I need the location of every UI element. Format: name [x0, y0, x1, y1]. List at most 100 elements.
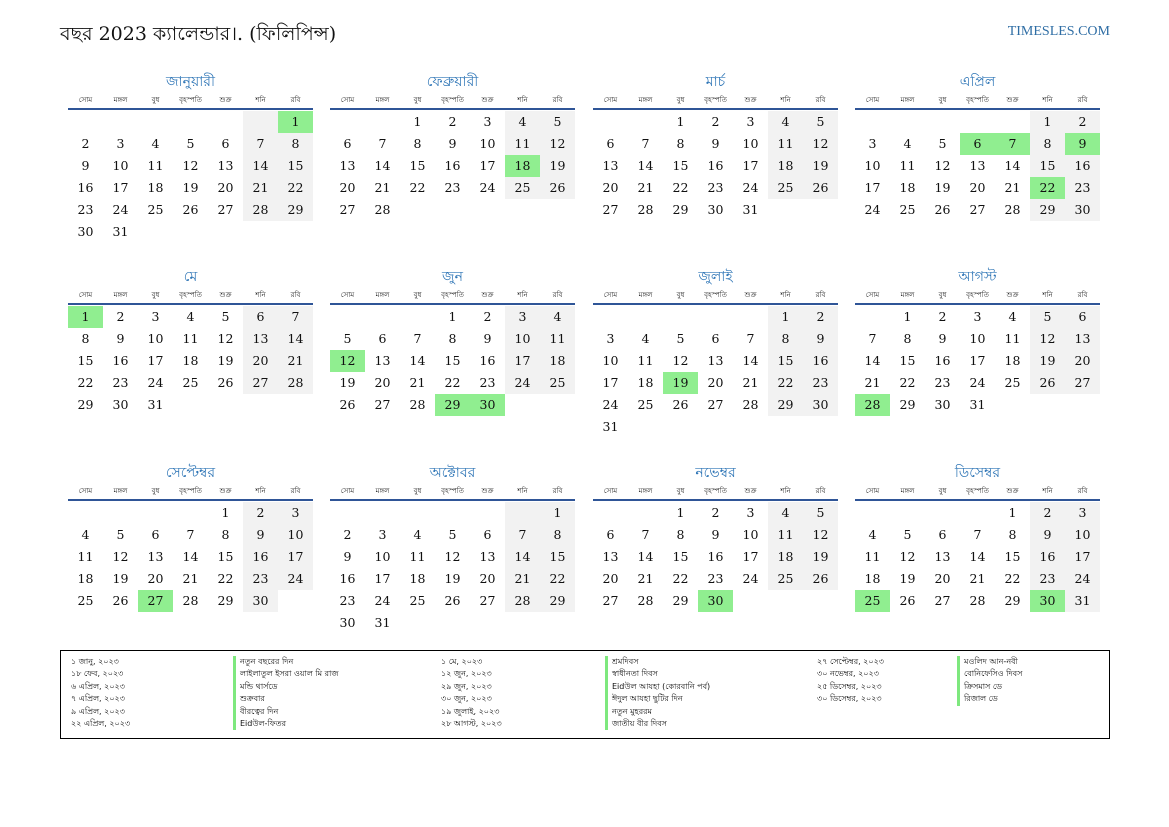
day-cell[interactable]: 26 — [672, 397, 689, 412]
day-cell[interactable]: 19 — [182, 180, 199, 195]
day-cell[interactable]: 3 — [868, 136, 877, 151]
day-cell[interactable]: 29 — [672, 202, 689, 217]
day-cell[interactable]: 2 — [483, 309, 492, 324]
day-cell[interactable]: 9 — [116, 331, 125, 346]
day-cell[interactable]: 23 — [479, 375, 496, 390]
day-cell[interactable]: 7 — [641, 136, 650, 151]
day-cell[interactable]: 24 — [112, 202, 129, 217]
day-cell[interactable]: 14 — [505, 546, 540, 568]
day-cell[interactable]: 28 — [969, 593, 986, 608]
day-cell[interactable]: 21 — [243, 177, 278, 199]
day-cell[interactable]: 14 — [1004, 158, 1021, 173]
day-cell[interactable]: 20 — [374, 375, 391, 390]
day-cell[interactable]: 24 — [374, 593, 391, 608]
day-cell[interactable]: 2 — [711, 114, 720, 129]
day-cell[interactable]: 24 — [742, 180, 759, 195]
day-cell[interactable]: 17 — [1065, 546, 1100, 568]
day-cell[interactable]: 19 — [803, 546, 838, 568]
day-cell[interactable]: 3 — [151, 309, 160, 324]
day-cell[interactable]: 14 — [969, 549, 986, 564]
day-cell[interactable]: 20 — [707, 375, 724, 390]
day-cell[interactable]: 2 — [343, 527, 352, 542]
day-cell[interactable]: 19 — [112, 571, 129, 586]
day-cell[interactable]: 17 — [742, 158, 759, 173]
day-cell[interactable]: 20 — [243, 350, 278, 372]
day-cell[interactable]: 17 — [479, 158, 496, 173]
day-cell[interactable]: 29 — [540, 590, 575, 612]
day-cell[interactable]: 4 — [868, 527, 877, 542]
day-cell[interactable]: 26 — [182, 202, 199, 217]
day-cell[interactable]: 10 — [278, 524, 313, 546]
day-cell[interactable]: 19 — [540, 155, 575, 177]
day-cell[interactable]: 1 — [676, 505, 685, 520]
day-cell[interactable]: 16 — [112, 353, 129, 368]
day-cell[interactable]: 15 — [217, 549, 234, 564]
day-cell[interactable]: 25 — [77, 593, 94, 608]
day-cell[interactable]: 28 — [243, 199, 278, 221]
day-cell[interactable]: 25 — [637, 397, 654, 412]
day-cell[interactable]: 9 — [938, 331, 947, 346]
day-cell[interactable]: 25 — [855, 590, 890, 612]
day-cell[interactable]: 26 — [112, 593, 129, 608]
day-cell[interactable]: 26 — [339, 397, 356, 412]
day-cell[interactable]: 30 — [1065, 199, 1100, 221]
day-cell[interactable]: 24 — [1065, 568, 1100, 590]
day-cell[interactable]: 27 — [602, 593, 619, 608]
day-cell[interactable]: 5 — [903, 527, 912, 542]
day-cell[interactable]: 26 — [540, 177, 575, 199]
day-cell[interactable]: 13 — [1065, 328, 1100, 350]
day-cell[interactable]: 15 — [768, 350, 803, 372]
day-cell[interactable]: 16 — [444, 158, 461, 173]
day-cell[interactable]: 25 — [147, 202, 164, 217]
day-cell[interactable]: 20 — [934, 571, 951, 586]
day-cell[interactable]: 15 — [1030, 155, 1065, 177]
day-cell[interactable]: 28 — [374, 202, 391, 217]
day-cell[interactable]: 12 — [672, 353, 689, 368]
day-cell[interactable]: 11 — [768, 133, 803, 155]
day-cell[interactable]: 5 — [116, 527, 125, 542]
day-cell[interactable]: 29 — [77, 397, 94, 412]
day-cell[interactable]: 27 — [707, 397, 724, 412]
day-cell[interactable]: 30 — [707, 202, 724, 217]
day-cell[interactable]: 23 — [77, 202, 94, 217]
day-cell[interactable]: 3 — [505, 306, 540, 328]
day-cell[interactable]: 13 — [217, 158, 234, 173]
day-cell[interactable]: 11 — [409, 549, 426, 564]
day-cell[interactable]: 2 — [1065, 111, 1100, 133]
day-cell[interactable]: 9 — [448, 136, 457, 151]
day-cell[interactable]: 19 — [663, 372, 698, 394]
day-cell[interactable]: 21 — [278, 350, 313, 372]
day-cell[interactable]: 2 — [938, 309, 947, 324]
day-cell[interactable]: 10 — [864, 158, 881, 173]
day-cell[interactable]: 4 — [1008, 309, 1017, 324]
day-cell[interactable]: 8 — [448, 331, 457, 346]
day-cell[interactable]: 21 — [637, 180, 654, 195]
day-cell[interactable]: 29 — [435, 394, 470, 416]
day-cell[interactable]: 8 — [413, 136, 422, 151]
day-cell[interactable]: 3 — [483, 114, 492, 129]
day-cell[interactable]: 2 — [1030, 502, 1065, 524]
day-cell[interactable]: 1 — [540, 502, 575, 524]
day-cell[interactable]: 28 — [505, 590, 540, 612]
day-cell[interactable]: 8 — [221, 527, 230, 542]
day-cell[interactable]: 12 — [803, 524, 838, 546]
day-cell[interactable]: 30 — [803, 394, 838, 416]
day-cell[interactable]: 20 — [602, 180, 619, 195]
day-cell[interactable]: 12 — [444, 549, 461, 564]
day-cell[interactable]: 6 — [343, 136, 352, 151]
day-cell[interactable]: 15 — [899, 353, 916, 368]
day-cell[interactable]: 21 — [182, 571, 199, 586]
day-cell[interactable]: 27 — [339, 202, 356, 217]
day-cell[interactable]: 25 — [505, 177, 540, 199]
day-cell[interactable]: 31 — [602, 419, 619, 434]
day-cell[interactable]: 24 — [278, 568, 313, 590]
day-cell[interactable]: 3 — [746, 114, 755, 129]
day-cell[interactable]: 11 — [77, 549, 94, 564]
day-cell[interactable]: 20 — [602, 571, 619, 586]
day-cell[interactable]: 7 — [413, 331, 422, 346]
day-cell[interactable]: 27 — [138, 590, 173, 612]
day-cell[interactable]: 22 — [768, 372, 803, 394]
day-cell[interactable]: 22 — [409, 180, 426, 195]
day-cell[interactable]: 17 — [742, 549, 759, 564]
day-cell[interactable]: 8 — [1008, 527, 1017, 542]
